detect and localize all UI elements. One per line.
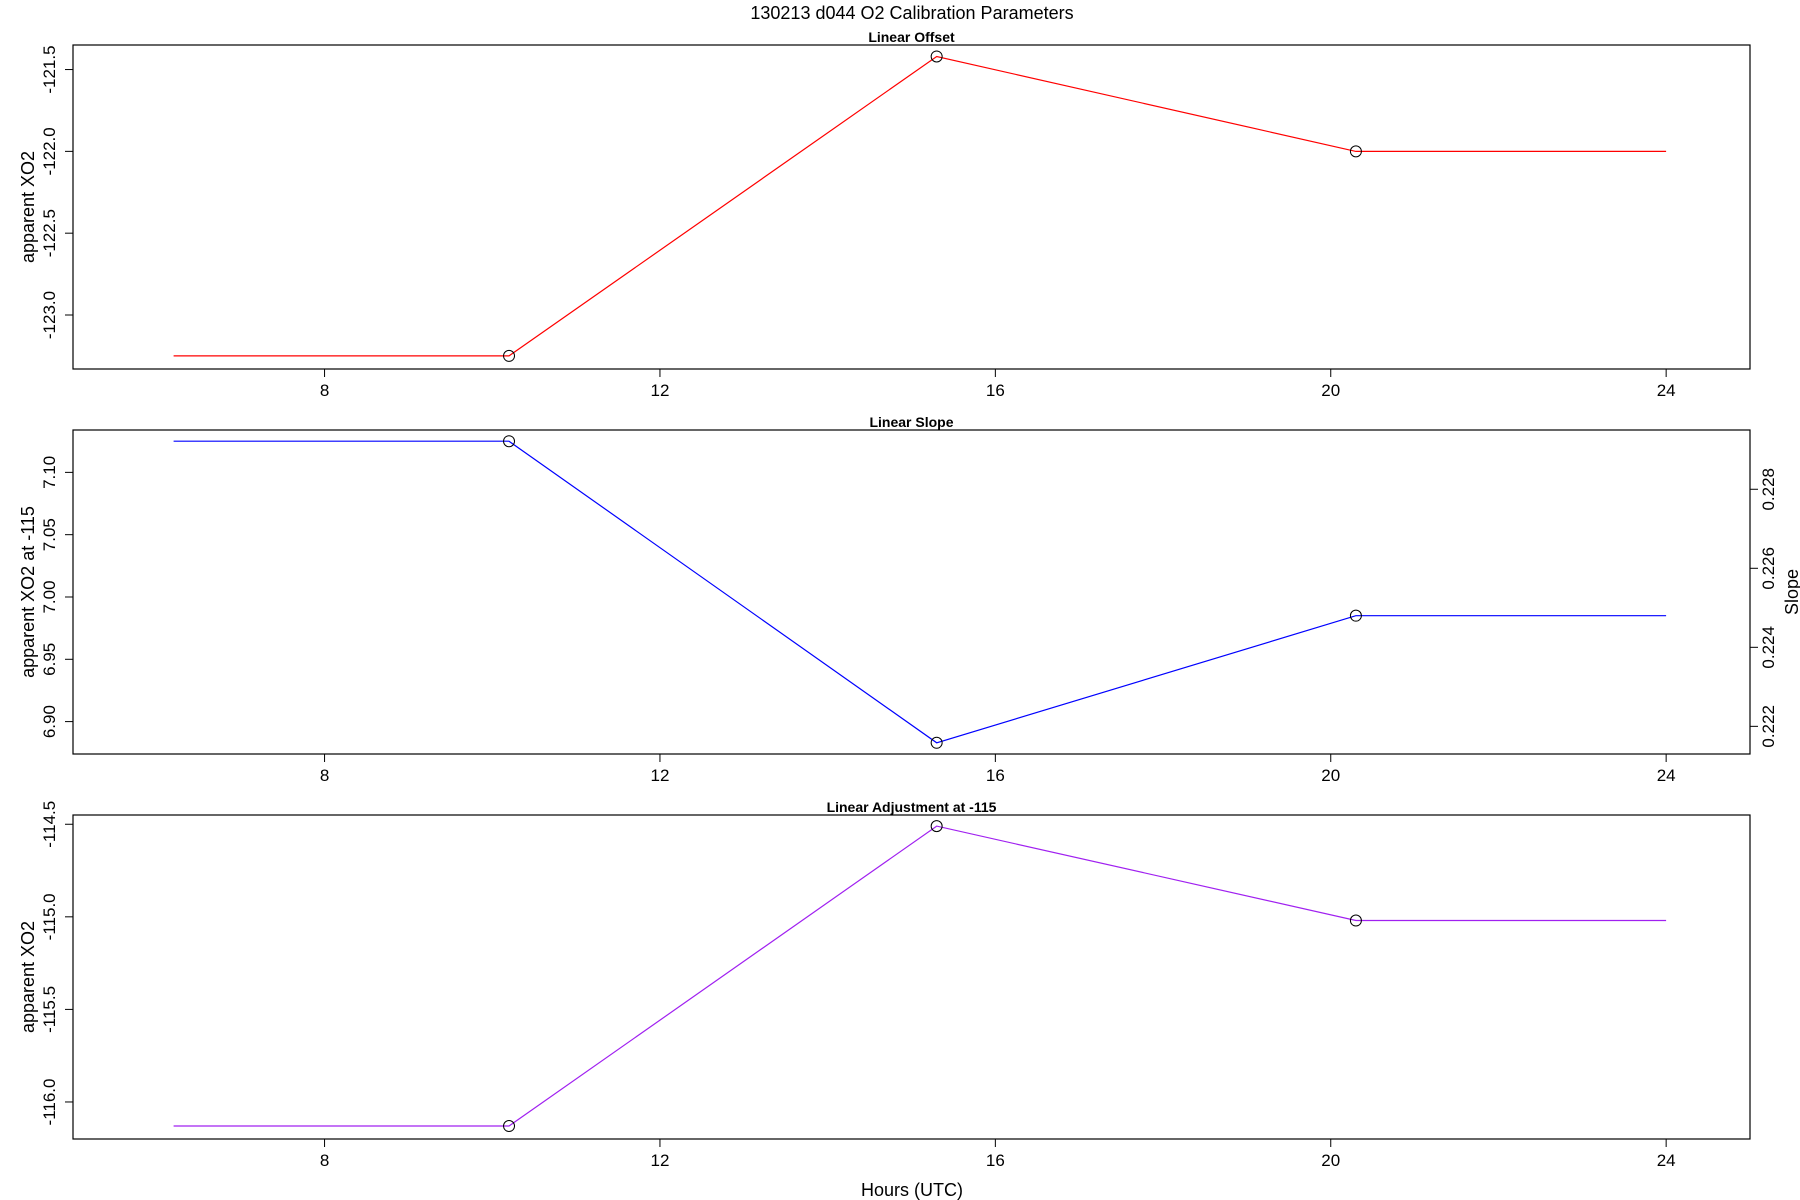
plot-frame <box>72 44 1751 370</box>
data-point <box>503 1120 516 1133</box>
y-tick-label: -115.0 <box>40 893 59 940</box>
x-tick-label: 16 <box>986 766 1005 785</box>
x-tick-label: 12 <box>650 381 669 400</box>
x-tick-label: 16 <box>986 381 1005 400</box>
x-tick-label: 24 <box>1657 766 1676 785</box>
data-point <box>1349 914 1362 927</box>
y-tick-label: -115.5 <box>40 986 59 1033</box>
y2-axis-title: Slope <box>1782 569 1800 615</box>
panel-3: Linear Adjustment at -115 8 12 16 20 24 -116.0… <box>18 799 1751 1170</box>
x-tick-label: 8 <box>320 766 329 785</box>
y-tick-label: 6.90 <box>40 705 59 738</box>
y-axis-title: apparent XO2 <box>18 151 38 263</box>
x-tick-label: 20 <box>1321 1151 1340 1170</box>
figure-title: 130213 d044 O2 Calibration Parameters <box>750 3 1073 23</box>
x-tick-label: 20 <box>1321 766 1340 785</box>
y-tick-label: -114.5 <box>40 801 59 848</box>
series-line <box>173 825 1667 1127</box>
y-tick-label: -116.0 <box>40 1078 59 1125</box>
y-tick-label: 7.00 <box>40 580 59 613</box>
x-tick-label: 20 <box>1321 381 1340 400</box>
x-tick-label: 12 <box>650 766 669 785</box>
series-line <box>173 440 1667 744</box>
panel-title: Linear Slope <box>869 414 953 430</box>
y2-tick-label: 0.222 <box>1759 705 1778 748</box>
x-tick-label: 12 <box>650 1151 669 1170</box>
y2-tick-label: 0.228 <box>1759 468 1778 511</box>
data-point <box>1349 145 1362 158</box>
data-point <box>930 736 943 749</box>
y-axis-title: apparent XO2 <box>18 921 38 1033</box>
panel-1: Linear Offset 8 12 16 20 24 -123.0 -122.5 -122.0… <box>18 29 1751 400</box>
panel-title: Linear Adjustment at -115 <box>827 799 997 815</box>
y-tick-label: -122.5 <box>40 209 59 257</box>
data-point <box>930 820 943 833</box>
y-tick-label: 7.05 <box>40 518 59 551</box>
y-tick-label: -122.0 <box>40 127 59 175</box>
x-tick-label: 16 <box>986 1151 1005 1170</box>
y-tick-label: -121.5 <box>40 45 59 93</box>
data-point <box>930 50 943 63</box>
y2-tick-label: 0.226 <box>1759 547 1778 590</box>
y-axis-title: apparent XO2 at -115 <box>18 506 38 678</box>
x-tick-label: 24 <box>1657 381 1676 400</box>
data-point <box>1349 609 1362 622</box>
plot-frame <box>72 814 1751 1140</box>
y-tick-label: 6.95 <box>40 643 59 676</box>
x-tick-label: 24 <box>1657 1151 1676 1170</box>
data-point <box>503 349 516 362</box>
series-line <box>173 55 1667 357</box>
x-axis-title: Hours (UTC) <box>861 1180 963 1200</box>
x-tick-label: 8 <box>320 381 329 400</box>
y-tick-label: 7.10 <box>40 456 59 489</box>
panel-title: Linear Offset <box>868 29 955 45</box>
plot-frame <box>72 429 1751 755</box>
y-tick-label: -123.0 <box>40 291 59 339</box>
panels: Linear Offset 8 12 16 20 24 -123.0 -122.5 -122.0… <box>18 29 1800 1170</box>
panel-2: Linear Slope 8 12 16 20 24 6.90 6.95 7.00 7.05 7.1… <box>18 414 1800 785</box>
data-point <box>503 435 516 448</box>
x-tick-label: 8 <box>320 1151 329 1170</box>
y2-tick-label: 0.224 <box>1759 626 1778 669</box>
